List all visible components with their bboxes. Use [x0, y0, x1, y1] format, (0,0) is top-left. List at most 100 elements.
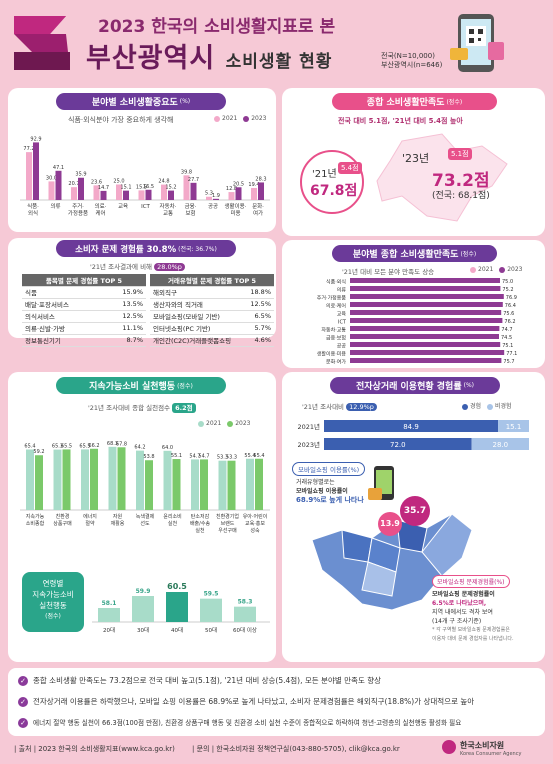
mobile-problem-text: 모바일쇼핑 문제경험률이 6.5%로 나타났으며, 지역 내에서도 격차 보여 …	[432, 591, 514, 642]
sustain-value-label: 65.4	[24, 444, 35, 450]
problem-item-value: 4.6%	[244, 334, 274, 347]
importance-value-label: 16.5	[143, 184, 154, 190]
importance-bar	[33, 142, 39, 200]
ecommerce-bar-no	[498, 420, 529, 432]
problem-item-label: 의식서비스	[22, 310, 103, 323]
age-title-box: 연령별 지속가능소비 실천행동 (점수)	[22, 572, 84, 632]
sustain-bar	[246, 458, 254, 510]
problem-item-value: 11.1%	[102, 322, 146, 335]
sustain-title: 지속가능소비 실천행동 (점수)	[56, 377, 226, 394]
importance-category-label: 케어	[95, 209, 105, 217]
importance-category-label: 자동차·	[160, 202, 177, 210]
sustain-bar	[53, 449, 62, 510]
age-chart: 58.1 20대 59.9 30대 60.5 40대 59.5 50대 58.3 60대 이상	[92, 582, 270, 634]
footer-source: | 출처 | 2023 한국의 소비생활지표(www.kca.go.kr)	[14, 745, 175, 753]
ecommerce-year-label: 2023년	[297, 440, 320, 449]
importance-category-label: 미용	[230, 209, 240, 217]
mobile-tag: 모바일쇼핑 이용률(%)	[292, 462, 366, 476]
problem-item-value: 15.9%	[102, 286, 146, 299]
sustain-category-label: 에너지	[83, 513, 97, 520]
satisfaction-2023-value: 73.2점	[432, 171, 490, 191]
phone-icon	[450, 14, 504, 72]
sustain-bar	[81, 449, 89, 510]
field-value-label: 76.4	[505, 303, 516, 309]
problem-row: 배달·포장서비스 13.5%	[22, 298, 146, 311]
sustain-subtitle: '21년 조사대비 종합 실천점수 6.2점	[88, 402, 196, 413]
footer-org-en: Korea Consumer Agency	[460, 751, 522, 757]
problem-row: 생산자와의 직거래 12.5%	[150, 298, 274, 311]
importance-value-label: 5.3	[205, 191, 213, 197]
satisfaction-national: (전국: 68.1점)	[432, 191, 490, 201]
importance-bar	[93, 185, 100, 200]
sustain-value-label: 66.2	[88, 443, 99, 449]
ecommerce-bar-no	[471, 438, 529, 450]
header: 2023 한국의 소비생활지표로 본 부산광역시 소비생활 현황 전국(N=10…	[0, 0, 553, 84]
field-category-label: 공공	[337, 344, 347, 350]
sustain-category-label: 윤리소비	[163, 513, 181, 520]
age-bar	[234, 606, 256, 622]
field-value-label: 75.7	[503, 359, 514, 365]
problem-item-label: 모바일쇼핑(모바일 기반)	[150, 310, 245, 323]
problem-table-left: 품목별 문제 경험률 TOP 5 식품 15.9% 배달·포장서비스 13.5% 의식서…	[22, 274, 146, 347]
sustain-value-label: 59.2	[33, 449, 44, 455]
ecommerce-legend: 경험 비경험	[462, 401, 512, 410]
sustain-category-label: 브랜드	[221, 520, 235, 527]
sustain-value-label: 55.1	[171, 453, 182, 459]
importance-value-label: 20.5	[233, 181, 244, 187]
sustain-legend: 2021 2023	[198, 420, 250, 427]
field-bar	[350, 326, 500, 331]
age-bar	[166, 592, 188, 622]
importance-bar	[206, 196, 212, 200]
sustain-category-label: 친환경	[56, 513, 70, 520]
sample-national: 전국(N=10,000)	[381, 52, 435, 60]
field-value-label: 74.5	[501, 335, 512, 341]
field-category-label: 문화·여가	[326, 359, 346, 366]
sustain-bar	[108, 446, 117, 510]
problem-table-right: 거래유형별 문제 경험률 TOP 5 해외직구 18.8% 생산자와의 직거래 12.…	[150, 274, 274, 347]
age-category-label: 40대	[171, 626, 183, 634]
sustain-category-label: 배출/수송	[190, 520, 210, 527]
importance-bar	[258, 182, 264, 200]
problem-item-value: 12.5%	[244, 298, 274, 311]
importance-bar	[168, 190, 174, 200]
header-title-line1: 2023 한국의 소비생활지표로 본	[98, 17, 336, 37]
importance-bar	[55, 170, 62, 200]
ecommerce-card: 전자상거래 이용현황 경험률 (%) '21년 조사대비 12.9%p 경험 비경…	[282, 372, 545, 662]
sustain-bar	[26, 449, 34, 510]
importance-value-label: 24.8	[158, 179, 169, 185]
sustain-category-label: 친환경기업	[216, 513, 239, 520]
sustain-category-label: 선도	[140, 520, 150, 527]
field-value-label: 74.7	[501, 327, 512, 333]
field-value-label: 75.6	[503, 311, 514, 317]
map-bubble-2: 13.9	[378, 512, 402, 536]
sustain-chart: 65.459.2지속가능소비종합65.365.5친환경상품구매65.566.2에…	[20, 441, 270, 534]
footer-org: 한국소비자원	[460, 741, 505, 750]
field-category-label: 생활이용·미용	[317, 351, 347, 358]
importance-category-label: 보험	[185, 210, 195, 217]
sustain-value-label: 67.8	[116, 441, 127, 447]
problem-item-value: 5.7%	[244, 322, 274, 335]
sustain-value-label: 54.7	[198, 453, 209, 459]
problem-compare: '21년 조사결과에 비해 28.0%p	[90, 261, 185, 271]
field-category-label: 의류	[337, 287, 347, 294]
sustain-category-label: 우선구매	[218, 527, 237, 534]
field-category-label: 식품·외식	[326, 279, 346, 286]
field-bar	[350, 358, 502, 363]
importance-value-label: 15.5	[136, 184, 147, 190]
sustain-category-label: 실천	[168, 520, 178, 527]
field-value-label: 75.0	[502, 279, 513, 285]
problem-item-label: 정보통신기기	[22, 334, 103, 347]
importance-value-label: 20.7	[68, 181, 79, 187]
satisfaction-card: 종합 소비생활만족도 (점수) 전국 대비 5.1점, '21년 대비 5.4점 …	[282, 88, 545, 236]
sustain-bar	[163, 450, 172, 510]
field-bar	[350, 342, 501, 347]
importance-category-label: 교육	[118, 203, 128, 210]
importance-category-label: 식품·	[27, 202, 39, 210]
ecommerce-badge: 12.9%p	[346, 403, 377, 411]
importance-value-label: 15.2	[165, 185, 176, 191]
mobile-problem-tag: 모바일쇼핑 문제경험률(%)	[432, 575, 510, 588]
importance-bar	[78, 177, 84, 200]
footer: | 출처 | 2023 한국의 소비생활지표(www.kca.go.kr) | …	[10, 740, 545, 762]
sustain-category-label: 실천	[195, 527, 205, 534]
sustain-category-label: 상품구매	[53, 520, 72, 527]
